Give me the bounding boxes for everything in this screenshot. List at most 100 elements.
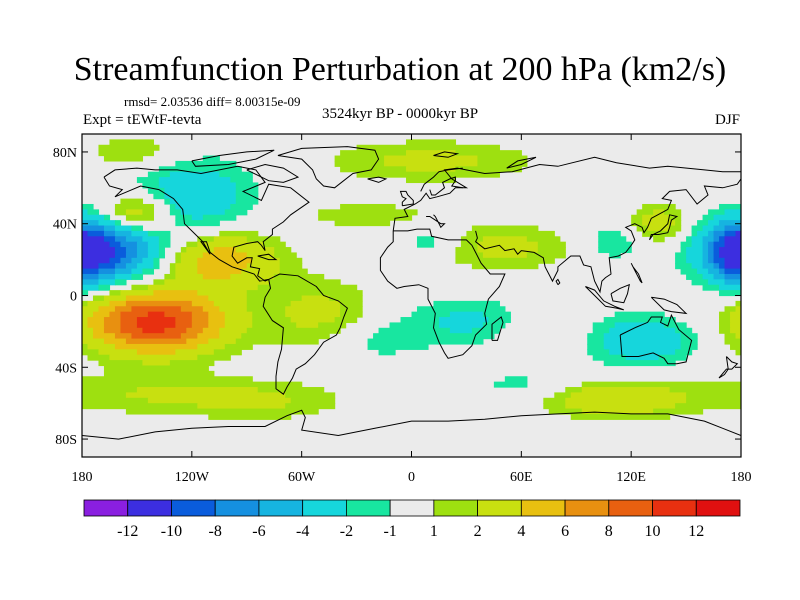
colorbar-label: 12 bbox=[688, 523, 704, 540]
field-cell bbox=[411, 311, 451, 318]
field-cell bbox=[664, 322, 687, 329]
field-cell bbox=[98, 306, 116, 313]
greenland-coast bbox=[277, 146, 380, 189]
field-cell bbox=[274, 252, 297, 259]
field-cell bbox=[246, 236, 281, 243]
field-cell bbox=[680, 333, 698, 340]
field-cell bbox=[125, 236, 144, 243]
field-cell bbox=[82, 284, 100, 291]
field-cell bbox=[109, 354, 198, 361]
field-cell bbox=[686, 392, 741, 399]
field-cell bbox=[230, 177, 253, 184]
field-cell bbox=[241, 268, 281, 275]
field-cell bbox=[680, 247, 687, 254]
y-tick-label: 80S bbox=[55, 433, 77, 448]
field-cell bbox=[114, 236, 127, 243]
field-cell bbox=[202, 327, 220, 334]
field-cell bbox=[164, 273, 176, 280]
field-cell bbox=[587, 338, 605, 345]
field-cell bbox=[708, 279, 726, 286]
field-cell bbox=[691, 279, 709, 286]
antarctica-coast bbox=[82, 409, 741, 440]
field-cell bbox=[142, 236, 160, 243]
field-cell bbox=[213, 236, 248, 243]
field-cell bbox=[103, 295, 127, 302]
field-cell bbox=[82, 403, 198, 410]
field-cell bbox=[158, 247, 165, 254]
field-cell bbox=[169, 268, 176, 275]
field-cell bbox=[131, 284, 149, 291]
field-cell bbox=[268, 279, 341, 286]
field-cell bbox=[702, 263, 715, 270]
field-cell bbox=[719, 247, 741, 254]
field-cell bbox=[702, 252, 709, 259]
field-cell bbox=[334, 155, 385, 162]
field-cell bbox=[279, 268, 308, 275]
field-cell bbox=[197, 343, 226, 350]
field-cell bbox=[340, 300, 363, 307]
field-cell bbox=[697, 230, 709, 237]
field-cell bbox=[191, 300, 215, 307]
colorbar-swatch bbox=[302, 499, 347, 517]
field-cell bbox=[675, 220, 682, 227]
field-cell bbox=[526, 252, 566, 259]
field-cell bbox=[367, 338, 484, 345]
field-cell bbox=[169, 171, 220, 178]
field-cell bbox=[92, 333, 116, 340]
field-cell bbox=[257, 387, 325, 393]
field-cell bbox=[125, 300, 193, 307]
field-cell bbox=[548, 408, 583, 415]
field-cell bbox=[724, 236, 741, 243]
field-cell bbox=[147, 284, 259, 291]
field-cell bbox=[378, 349, 396, 356]
field-cell bbox=[658, 354, 687, 361]
field-cell bbox=[406, 177, 457, 184]
continent-outlines bbox=[82, 146, 741, 440]
field-cell bbox=[719, 317, 731, 324]
colorbar-swatch bbox=[389, 499, 435, 517]
field-cell bbox=[98, 150, 154, 157]
field-cell bbox=[702, 236, 715, 243]
field-cell bbox=[87, 343, 116, 350]
field-cell bbox=[197, 333, 220, 340]
field-cell bbox=[153, 290, 198, 297]
field-cell bbox=[136, 349, 176, 356]
field-cell bbox=[252, 322, 297, 329]
field-cell bbox=[235, 182, 259, 189]
field-cell bbox=[114, 252, 127, 259]
field-cell bbox=[719, 322, 731, 329]
field-cell bbox=[224, 322, 253, 329]
field-cell bbox=[433, 300, 500, 307]
field-cell bbox=[279, 263, 303, 270]
field-cell bbox=[213, 349, 242, 356]
field-cell bbox=[647, 225, 671, 232]
field-cell bbox=[114, 273, 133, 280]
field-cell bbox=[675, 403, 741, 410]
field-cell bbox=[208, 338, 237, 345]
field-cell bbox=[87, 300, 111, 307]
field-cell bbox=[697, 220, 709, 227]
field-cell bbox=[82, 327, 94, 334]
asia-south-coast bbox=[474, 178, 741, 294]
field-cell bbox=[691, 263, 704, 270]
field-cell bbox=[103, 365, 209, 372]
field-cell bbox=[598, 236, 627, 243]
australia-coast bbox=[619, 313, 693, 365]
x-tick-label: 0 bbox=[408, 470, 415, 485]
field-cell bbox=[125, 408, 319, 415]
field-cell bbox=[724, 225, 741, 232]
field-cell bbox=[675, 257, 687, 264]
field-cell bbox=[719, 290, 741, 297]
field-cell bbox=[82, 273, 100, 280]
colorbar-label: 10 bbox=[645, 523, 661, 540]
field-cell bbox=[406, 139, 457, 146]
field-cell bbox=[197, 268, 242, 275]
x-tick-label: 180 bbox=[72, 470, 93, 485]
field-cell bbox=[208, 413, 292, 420]
field-cell bbox=[175, 257, 182, 264]
colorbar-swatch bbox=[258, 499, 304, 517]
field-cell bbox=[702, 247, 709, 254]
field-cell bbox=[82, 236, 105, 243]
field-cell bbox=[213, 247, 237, 254]
field-cell bbox=[103, 236, 116, 243]
